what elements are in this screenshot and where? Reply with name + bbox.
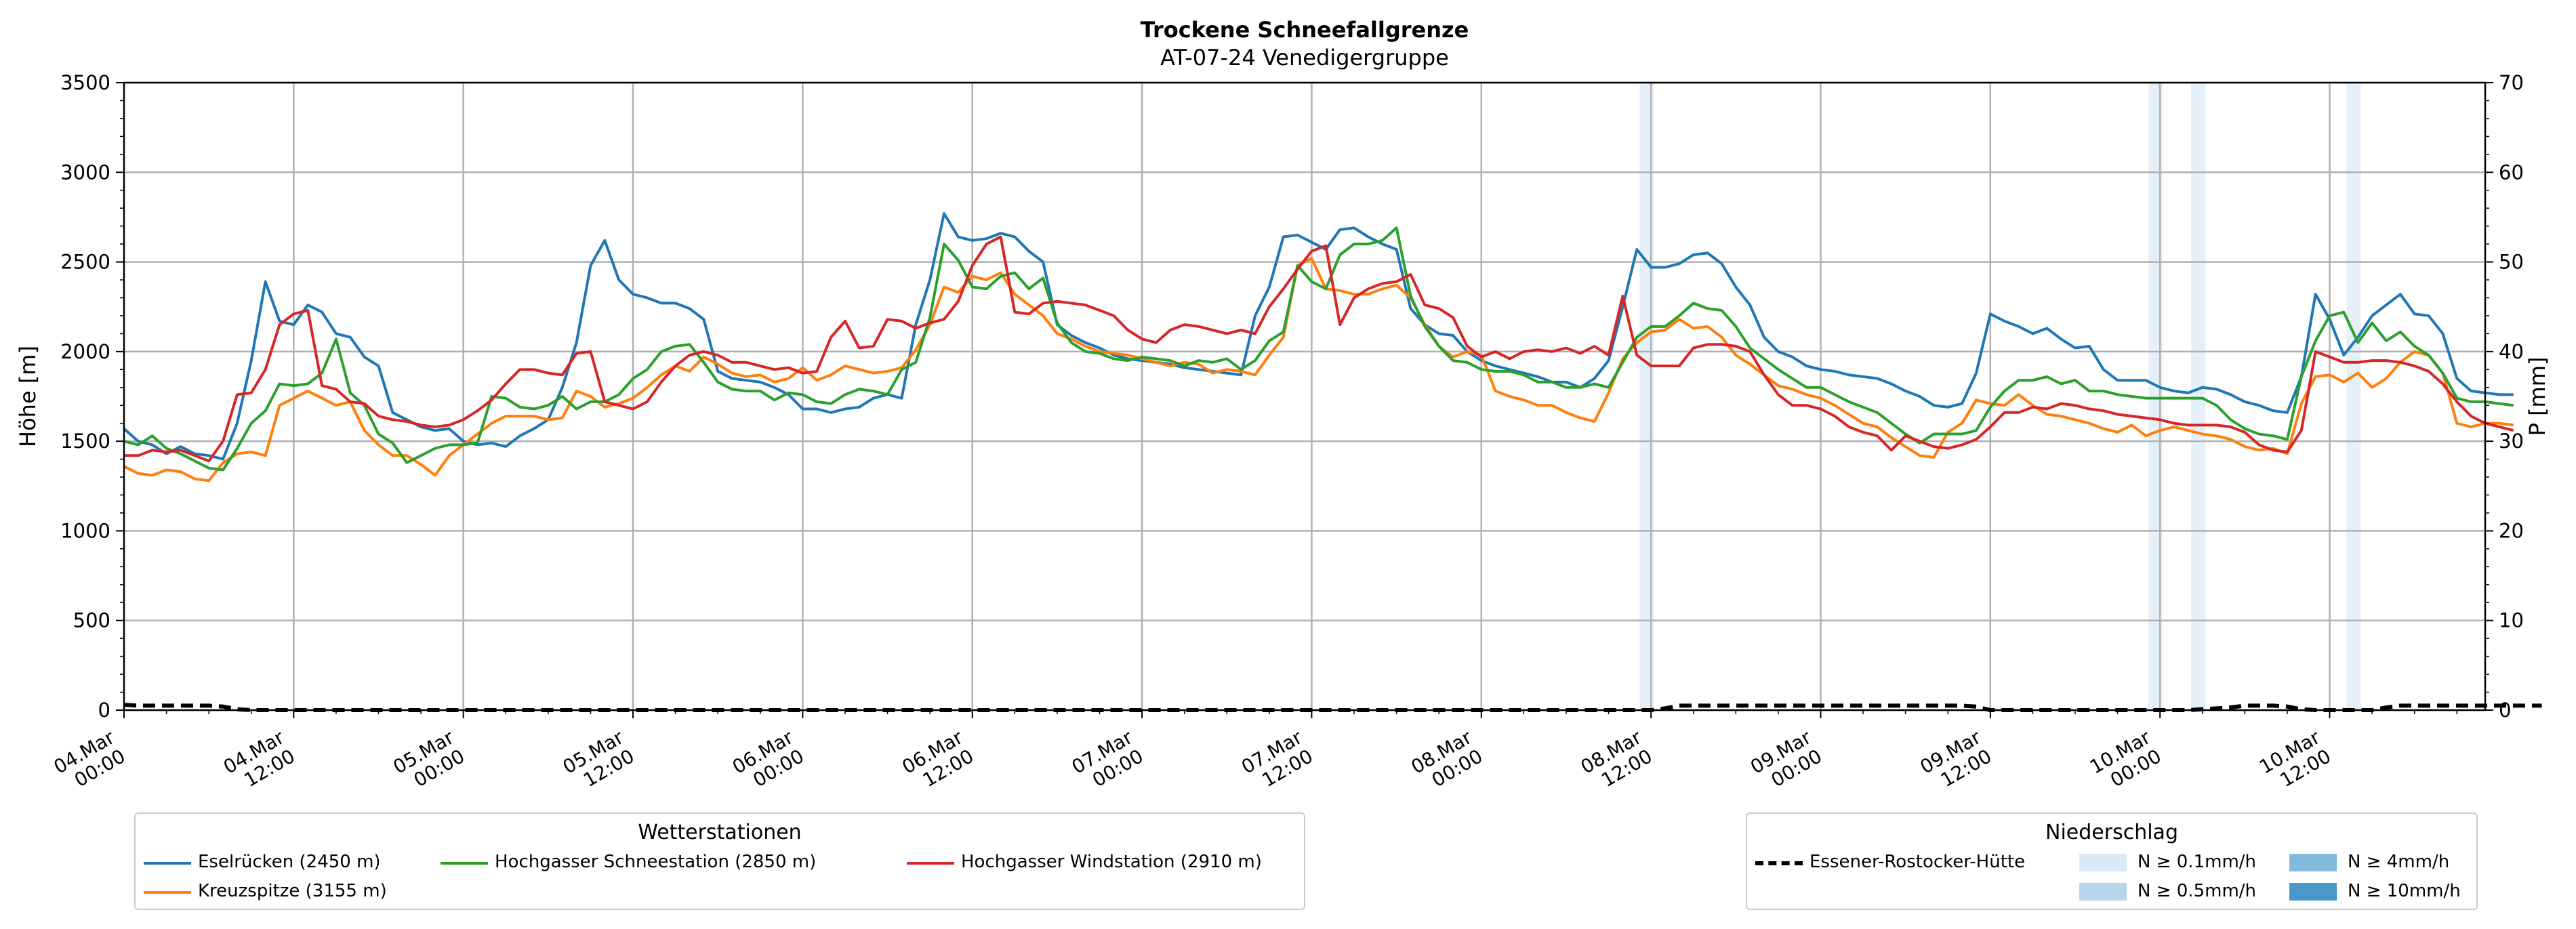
- x-tick-label: 05.Mar00:00: [389, 726, 468, 797]
- x-tick-label: 10.Mar12:00: [2255, 726, 2335, 797]
- y-right-tick-label: 10: [2499, 609, 2524, 632]
- y-tick-label: 1500: [60, 430, 110, 453]
- legend-swatch-4: [2289, 854, 2337, 871]
- y-right-tick-label: 30: [2499, 430, 2524, 453]
- x-tick-label: 06.Mar12:00: [898, 726, 977, 797]
- legend-swatch-05: [2079, 883, 2127, 901]
- y-tick-label: 3000: [60, 161, 110, 184]
- legend-label-schneestation: Hochgasser Schneestation (2850 m): [495, 852, 817, 872]
- legend-line-schneestation: [441, 862, 488, 865]
- legend-line-windstation: [907, 862, 954, 865]
- series-line-0: [123, 212, 2514, 461]
- y-right-tick-label: 20: [2499, 519, 2524, 542]
- x-tick-label: 09.Mar00:00: [1746, 726, 1826, 797]
- x-tick-label: 07.Mar00:00: [1068, 726, 1147, 797]
- legend-label-kreuzspitze: Kreuzspitze (3155 m): [198, 881, 387, 901]
- x-tick-label: 09.Mar12:00: [1917, 726, 1996, 797]
- precipitation-legend: Niederschlag Essener-Rostocker-Hütte N ≥…: [1746, 812, 2478, 910]
- legend-swatch-01: [2079, 854, 2127, 871]
- y-right-tick-label: 60: [2499, 161, 2524, 184]
- y-right-tick-label: 50: [2499, 251, 2524, 274]
- y-right-tick-label: 0: [2499, 699, 2511, 722]
- legend-label-eselruecken: Eselrücken (2450 m): [198, 852, 381, 872]
- legend-line-kreuzspitze: [144, 891, 191, 894]
- legend-line-essener-rostocker: [1755, 861, 1803, 865]
- y-right-tick-label: 40: [2499, 340, 2524, 363]
- legend-label-windstation: Hochgasser Windstation (2910 m): [961, 852, 1262, 872]
- chart-subtitle: AT-07-24 Venedigergruppe: [1160, 45, 1449, 70]
- x-tick-label: 10.Mar00:00: [2086, 726, 2165, 797]
- x-tick-label: 07.Mar12:00: [1238, 726, 1317, 797]
- legend-label-essener-rostocker: Essener-Rostocker-Hütte: [1810, 852, 2026, 872]
- series-line-2: [123, 226, 2514, 472]
- series-lines: [123, 212, 2514, 482]
- y-right-tick-label: 70: [2499, 71, 2524, 94]
- x-tick-label: 08.Mar12:00: [1577, 726, 1656, 797]
- x-tick-label: 05.Mar12:00: [559, 726, 638, 797]
- legend-label-01: N ≥ 0.1mm/h: [2138, 852, 2257, 872]
- y-tick-label: 3500: [60, 71, 110, 94]
- legend-label-10: N ≥ 10mm/h: [2348, 881, 2461, 901]
- stations-legend-title: Wetterstationen: [638, 821, 802, 844]
- precip-band-2: [2191, 83, 2205, 710]
- y-tick-label: 2000: [60, 340, 110, 363]
- precip-band-3: [2346, 83, 2361, 710]
- y-axis-label: Höhe [m]: [15, 346, 41, 447]
- legend-label-4: N ≥ 4mm/h: [2348, 852, 2450, 872]
- x-tick-label: 08.Mar00:00: [1407, 726, 1486, 797]
- y-tick-label: 2500: [60, 251, 110, 274]
- y-tick-label: 0: [98, 699, 110, 722]
- y-axis-label-right: P [mm]: [2524, 357, 2550, 436]
- series-line-1: [123, 257, 2514, 482]
- x-tick-label: 04.Mar12:00: [220, 726, 299, 797]
- x-tick-label: 06.Mar00:00: [729, 726, 808, 797]
- chart-title: Trockene Schneefallgrenze: [1141, 17, 1469, 43]
- y-tick-label: 500: [73, 609, 110, 632]
- stations-legend: Wetterstationen Eselrücken (2450 m) Kreu…: [134, 812, 1305, 910]
- legend-label-05: N ≥ 0.5mm/h: [2138, 881, 2257, 901]
- legend-line-eselruecken: [144, 862, 191, 865]
- plot-frame: [123, 81, 2487, 711]
- series-line-3: [124, 235, 2514, 463]
- x-tick-label: 04.Mar00:00: [50, 726, 129, 797]
- precipitation-legend-title: Niederschlag: [2045, 821, 2178, 844]
- y-tick-label: 1000: [60, 519, 110, 542]
- legend-swatch-10: [2289, 883, 2337, 901]
